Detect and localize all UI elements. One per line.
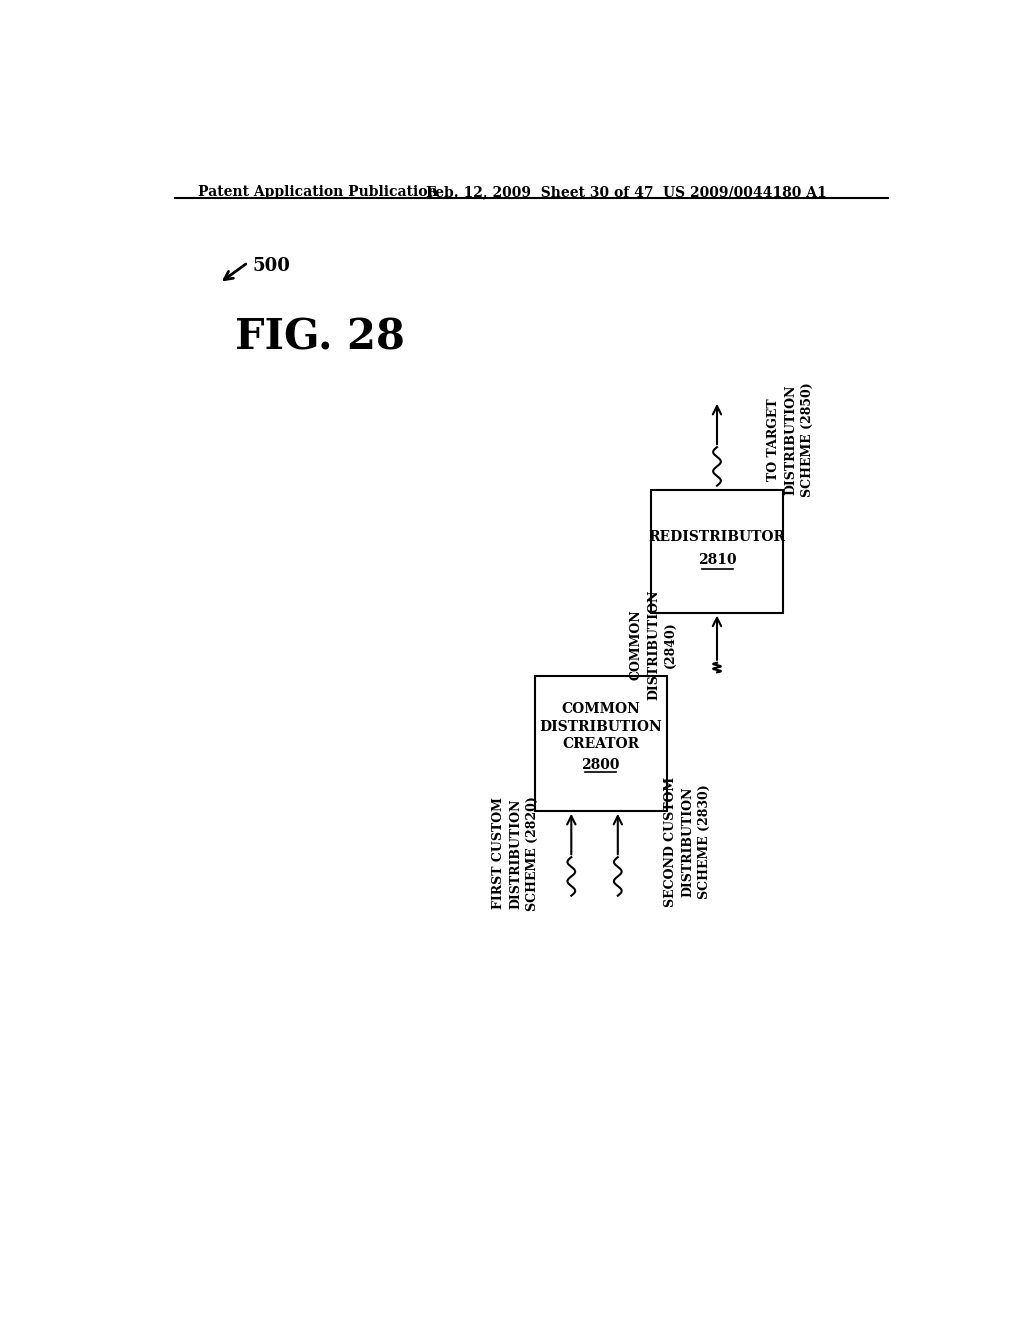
Text: 500: 500 [252, 257, 290, 275]
Text: FIRST CUSTOM
DISTRIBUTION
SCHEME (2820): FIRST CUSTOM DISTRIBUTION SCHEME (2820) [492, 796, 539, 911]
Text: Feb. 12, 2009  Sheet 30 of 47: Feb. 12, 2009 Sheet 30 of 47 [426, 185, 654, 199]
Text: COMMON: COMMON [561, 702, 640, 715]
Text: 2800: 2800 [582, 758, 620, 772]
Text: DISTRIBUTION: DISTRIBUTION [540, 719, 663, 734]
Bar [651, 490, 783, 612]
Text: FIG. 28: FIG. 28 [236, 317, 406, 358]
Text: COMMON
DISTRIBUTION
(2840): COMMON DISTRIBUTION (2840) [630, 589, 677, 700]
Text: US 2009/0044180 A1: US 2009/0044180 A1 [663, 185, 826, 199]
Bar [535, 676, 667, 810]
Text: 2810: 2810 [697, 553, 736, 568]
Text: TO TARGET
DISTRIBUTION
SCHEME (2850): TO TARGET DISTRIBUTION SCHEME (2850) [767, 381, 814, 496]
Text: SECOND CUSTOM
DISTRIBUTION
SCHEME (2830): SECOND CUSTOM DISTRIBUTION SCHEME (2830) [664, 776, 711, 907]
Text: CREATOR: CREATOR [562, 738, 639, 751]
Text: REDISTRIBUTOR: REDISTRIBUTOR [648, 531, 785, 544]
Text: Patent Application Publication: Patent Application Publication [198, 185, 437, 199]
